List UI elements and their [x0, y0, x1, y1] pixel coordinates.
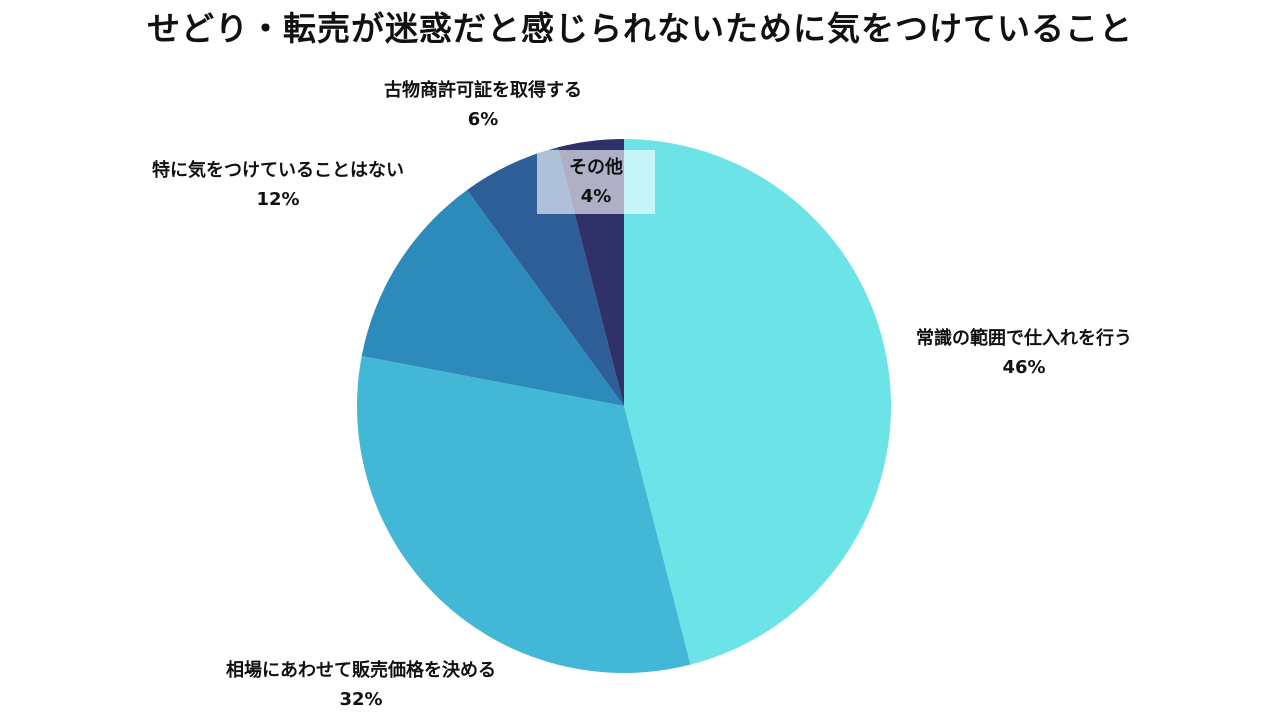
slice-label-text: 古物商許可証を取得する	[384, 80, 582, 101]
slice-label-text: 特に気をつけていることはない	[152, 160, 404, 181]
pie-slice-3	[467, 147, 624, 406]
slice-label-percent: 12%	[256, 189, 300, 210]
chart-title: せどり・転売が迷惑だと感じられないために気をつけていること	[147, 9, 1133, 48]
slice-label-text: 相場にあわせて販売価格を決める	[226, 660, 496, 681]
slice-label-percent: 6%	[467, 109, 499, 130]
slice-label-percent: 4%	[580, 186, 612, 207]
slice-label-text: その他	[569, 157, 623, 178]
slice-label-text: 常識の範囲で仕入れを行う	[916, 328, 1132, 349]
slice-label-antique-license: 古物商許可証を取得する 6%	[356, 76, 610, 134]
pie-slice-2	[361, 189, 624, 406]
slice-label-common-sense: 常識の範囲で仕入れを行う 46%	[893, 324, 1155, 382]
slice-label-other: その他 4%	[537, 150, 655, 214]
slice-label-percent: 46%	[1002, 357, 1046, 378]
pie-slice-0	[624, 139, 891, 665]
slice-label-market-price: 相場にあわせて販売価格を決める 32%	[196, 656, 526, 714]
slice-label-nothing-special: 特に気をつけていることはない 12%	[124, 156, 432, 214]
pie-slice-1	[357, 355, 691, 673]
slice-label-percent: 32%	[339, 689, 383, 710]
